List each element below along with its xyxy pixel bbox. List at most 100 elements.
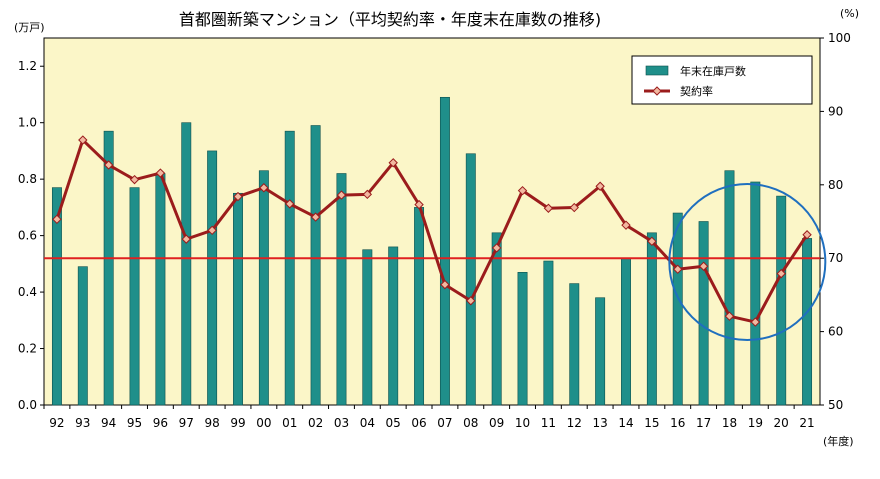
line-point: [181, 234, 191, 244]
left-tick-label: 0.4: [18, 285, 37, 299]
right-tick-label: 70: [828, 251, 843, 265]
line-point: [647, 236, 657, 247]
right-axis-unit: (%): [840, 7, 859, 20]
bar: [207, 150, 218, 406]
left-axis-unit: (万戸): [14, 21, 45, 34]
x-tick-label: 94: [101, 416, 116, 430]
legend-swatch-bar: [645, 65, 669, 76]
legend-box: [631, 55, 813, 105]
plot-area: 0.0 0.2 0.4 0.6 0.8 1.0 1.2 50 60 70 80 90 100 92 93 94…: [18, 31, 851, 430]
x-tick-label: 07: [437, 416, 452, 430]
x-tick-label: 08: [463, 416, 478, 430]
right-tick-label: 50: [828, 398, 843, 412]
bar: [310, 125, 321, 406]
bar: [258, 170, 269, 406]
bar: [595, 297, 606, 406]
bar: [491, 232, 502, 406]
x-tick-label: 03: [334, 416, 349, 430]
x-tick-label: 15: [644, 416, 659, 430]
bar: [51, 187, 62, 406]
bar: [155, 173, 166, 406]
line-point: [52, 214, 62, 225]
x-tick-label: 02: [308, 416, 323, 430]
bar: [646, 232, 657, 406]
x-tick-label: 17: [696, 416, 711, 430]
line-point: [698, 261, 709, 271]
bar: [181, 122, 192, 406]
legend-label-line: 契約率: [680, 84, 713, 98]
contract-rate-line: [55, 138, 809, 324]
x-tick-label: 20: [774, 416, 789, 430]
x-tick-label: 11: [541, 416, 556, 430]
line-point: [285, 199, 295, 209]
highlight-circle: [668, 183, 827, 341]
bar: [724, 170, 735, 406]
bar: [388, 246, 399, 406]
line-point: [155, 168, 166, 178]
line-point: [543, 203, 554, 213]
line-point: [103, 160, 114, 170]
line-point: [517, 185, 528, 196]
x-tick-label: 95: [127, 416, 142, 430]
line-point: [595, 181, 605, 191]
x-tick-label: 19: [748, 416, 763, 430]
bar: [362, 249, 373, 406]
left-tick-label: 1.2: [18, 59, 37, 73]
bar: [103, 130, 114, 406]
left-tick-label: 0.6: [18, 229, 37, 243]
x-tick-label: 01: [282, 416, 297, 430]
x-tick-label: 96: [153, 416, 168, 430]
bar: [802, 238, 813, 406]
bar: [129, 187, 140, 406]
x-tick-label: 18: [722, 416, 737, 430]
bar: [543, 260, 554, 406]
bar: [776, 195, 787, 406]
line-point: [466, 296, 476, 306]
line-point: [362, 189, 373, 200]
bar: [439, 96, 450, 406]
bar: [77, 266, 88, 406]
bar: [517, 272, 528, 406]
bar: [750, 181, 761, 406]
x-axis-unit: (年度): [823, 434, 854, 448]
line-point: [233, 191, 243, 202]
line-point: [440, 279, 450, 290]
bar: [465, 153, 476, 406]
x-tick-label: 98: [204, 416, 219, 430]
line-point: [388, 158, 398, 168]
chart-title: 首都圏新築マンション（平均契約率・年度末在庫数の推移): [179, 10, 601, 29]
left-tick-label: 0.8: [18, 172, 37, 186]
right-tick-label: 100: [828, 31, 851, 45]
line-point: [621, 220, 631, 230]
line-point: [336, 190, 347, 200]
x-tick-label: 04: [360, 416, 375, 430]
line-point: [724, 311, 735, 321]
bar: [698, 221, 709, 406]
legend-swatch-marker: [652, 86, 662, 96]
left-tick-label: 0.0: [18, 398, 37, 412]
x-tick-label: 05: [386, 416, 401, 430]
x-tick-label: 99: [230, 416, 245, 430]
right-tick-label: 80: [828, 178, 843, 192]
x-tick-label: 21: [799, 416, 814, 430]
x-tick-label: 06: [411, 416, 426, 430]
line-point: [129, 174, 140, 185]
bar: [569, 283, 580, 406]
bar: [672, 212, 683, 406]
left-tick-label: 0.2: [18, 342, 37, 356]
right-tick-label: 60: [828, 325, 843, 339]
bar: [284, 130, 295, 406]
line-point: [207, 225, 217, 236]
x-tick-label: 00: [256, 416, 271, 430]
x-tick-label: 93: [75, 416, 90, 430]
line-point: [802, 230, 812, 240]
bar: [414, 207, 425, 406]
x-tick-label: 12: [567, 416, 582, 430]
bar: [233, 192, 243, 406]
line-point: [673, 264, 683, 274]
left-tick-label: 1.0: [18, 116, 37, 130]
line-point: [569, 202, 579, 213]
legend-label-bar: 年末在庫戸数: [680, 64, 746, 78]
line-point: [491, 243, 502, 253]
